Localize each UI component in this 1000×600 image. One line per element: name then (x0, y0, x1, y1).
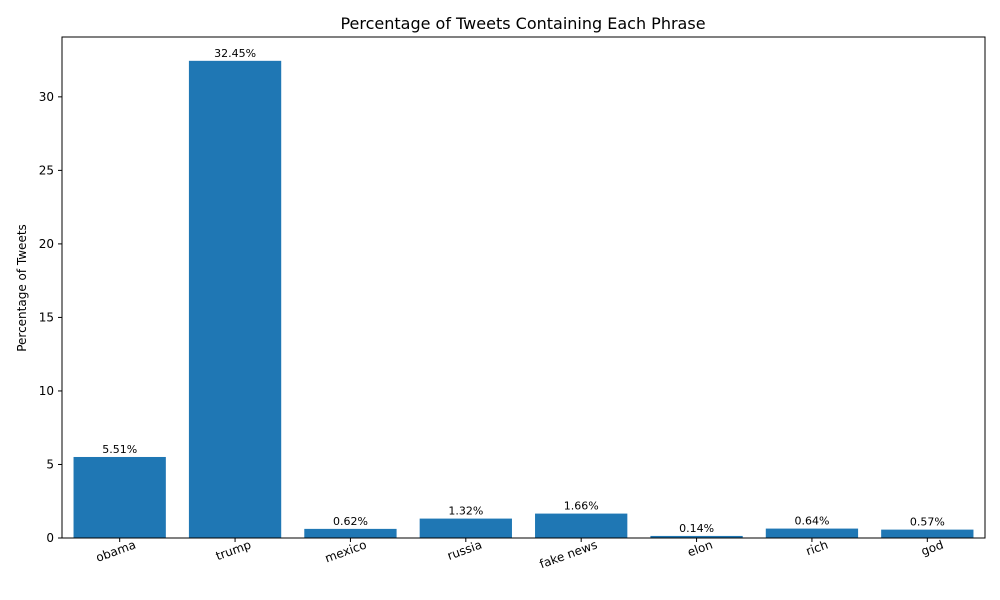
x-tick-label: rich (804, 538, 830, 559)
x-tick-label: obama (94, 538, 138, 565)
x-tick-label: russia (445, 538, 483, 563)
y-tick-label: 15 (39, 310, 54, 324)
bars-group (73, 60, 974, 538)
y-axis: 0 5 10 15 20 25 30 (39, 90, 62, 545)
bar-fake-news (535, 513, 628, 538)
data-label: 0.14% (679, 522, 714, 535)
bar-mexico (304, 528, 397, 538)
y-tick-label: 30 (39, 90, 54, 104)
x-tick-label: mexico (323, 538, 368, 566)
data-label: 1.32% (448, 505, 483, 518)
plot-frame (61, 36, 986, 539)
x-tick-label: trump (214, 538, 253, 564)
data-label: 32.45% (214, 47, 256, 60)
data-label: 1.66% (564, 500, 599, 513)
x-axis: obama trump mexico russia fake news elon rich g… (94, 538, 945, 572)
bar-rich (765, 528, 859, 538)
data-label: 5.51% (102, 443, 137, 456)
chart-title: Percentage of Tweets Containing Each Phr… (340, 14, 705, 33)
y-tick-label: 5 (46, 457, 54, 471)
bar-obama (73, 456, 166, 538)
y-tick-label: 10 (39, 384, 54, 398)
bar-god (881, 529, 974, 538)
y-tick-label: 20 (39, 237, 54, 251)
x-tick-label: elon (686, 538, 715, 560)
y-tick-label: 25 (39, 163, 54, 177)
y-axis-label: Percentage of Tweets (15, 224, 29, 352)
bar-elon (650, 535, 743, 538)
bar-russia (419, 518, 512, 538)
data-label: 0.57% (910, 516, 945, 529)
x-tick-label: fake news (538, 538, 600, 572)
data-label: 0.62% (333, 515, 368, 528)
y-tick-label: 0 (46, 531, 54, 545)
bar-trump (188, 60, 282, 538)
x-tick-label: god (919, 538, 945, 559)
data-labels-group: 5.51% 32.45% 0.62% 1.32% 1.66% 0.14% 0.64% 0.57… (102, 47, 945, 535)
data-label: 0.64% (794, 515, 829, 528)
